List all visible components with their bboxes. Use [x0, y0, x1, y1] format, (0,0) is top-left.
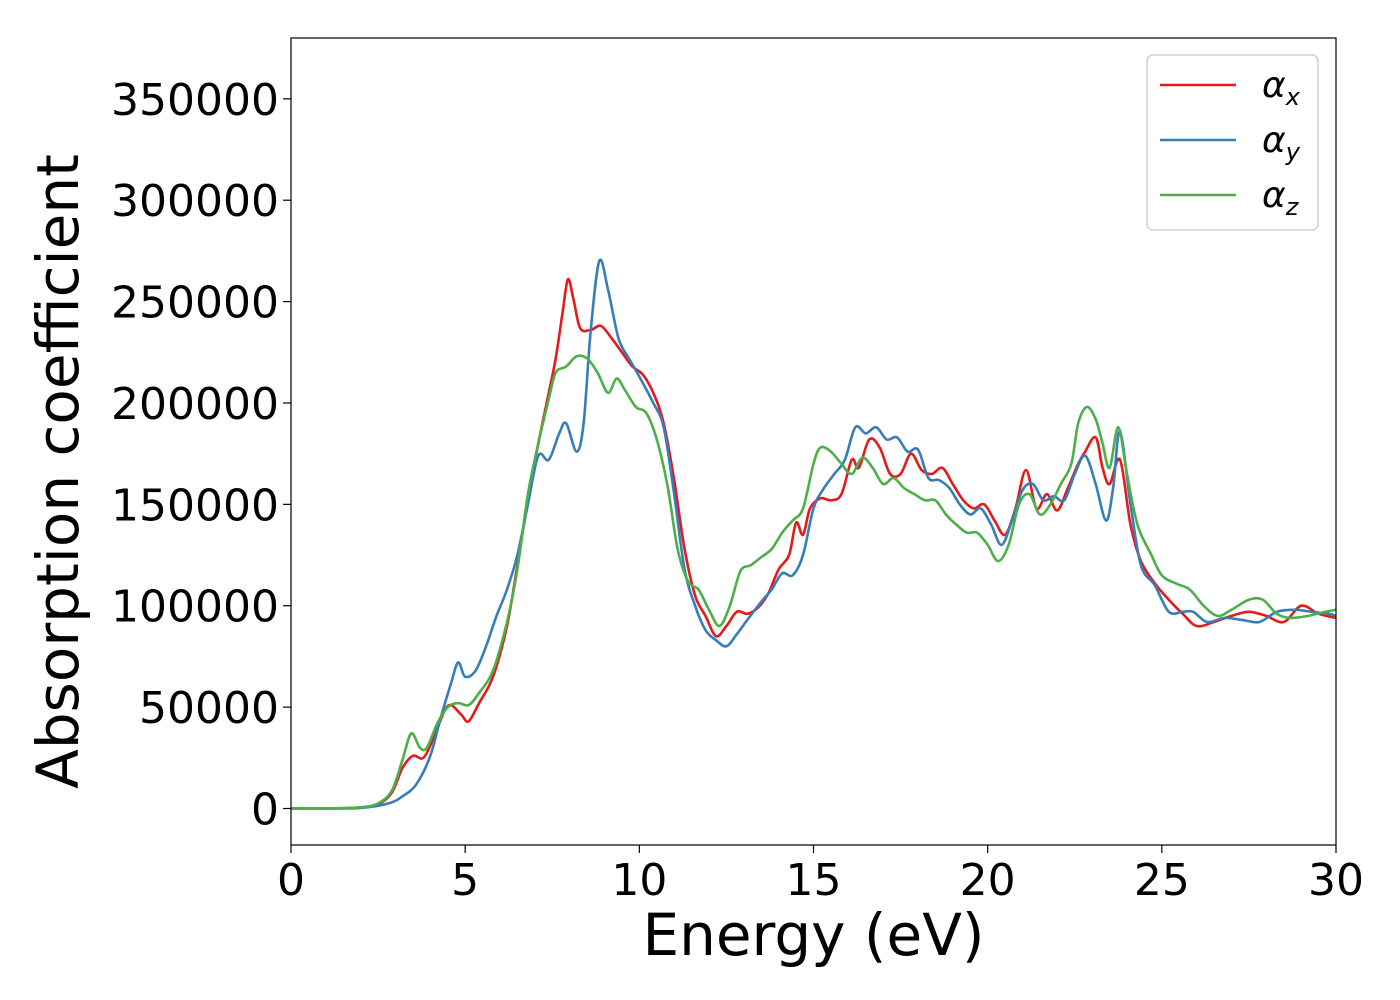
plot-frame: [290, 37, 1337, 846]
y-tick-label: 250000: [111, 278, 279, 329]
series-layer: [291, 258, 1336, 810]
x-axis-title: Energy (eV): [642, 901, 984, 969]
x-tick-label: 5: [451, 855, 479, 906]
y-tick-label: 200000: [111, 379, 279, 430]
legend-label-z: αz: [1262, 175, 1300, 221]
y-tick-label: 300000: [111, 176, 279, 227]
legend-box: [1146, 54, 1319, 231]
y-tick-label: 100000: [111, 582, 279, 633]
x-tick-label: 20: [960, 855, 1016, 906]
y-tick-label: 50000: [139, 683, 279, 734]
series-line-y: [291, 258, 1336, 810]
y-tick-label: 350000: [111, 75, 279, 126]
series-line-z: [291, 354, 1336, 810]
x-tick-label: 25: [1134, 855, 1190, 906]
series-line-x: [291, 277, 1336, 810]
y-tick-label: 0: [251, 785, 279, 836]
x-tick-label: 30: [1308, 855, 1364, 906]
y-tick-label: 150000: [111, 480, 279, 531]
x-tick-label: 15: [786, 855, 842, 906]
y-axis-ticks: 0 50000 100000 150000 200000 250000 300000 3500…: [111, 75, 291, 836]
y-axis-title: Absorption coefficient: [24, 154, 92, 789]
x-tick-label: 10: [611, 855, 667, 906]
x-axis-ticks: 0 5 10 15 20 25 30: [277, 845, 1364, 906]
legend: αx αy αz: [1146, 54, 1319, 231]
x-tick-label: 0: [277, 855, 305, 906]
legend-label-x: αx: [1262, 65, 1301, 111]
legend-label-y: αy: [1262, 120, 1301, 166]
